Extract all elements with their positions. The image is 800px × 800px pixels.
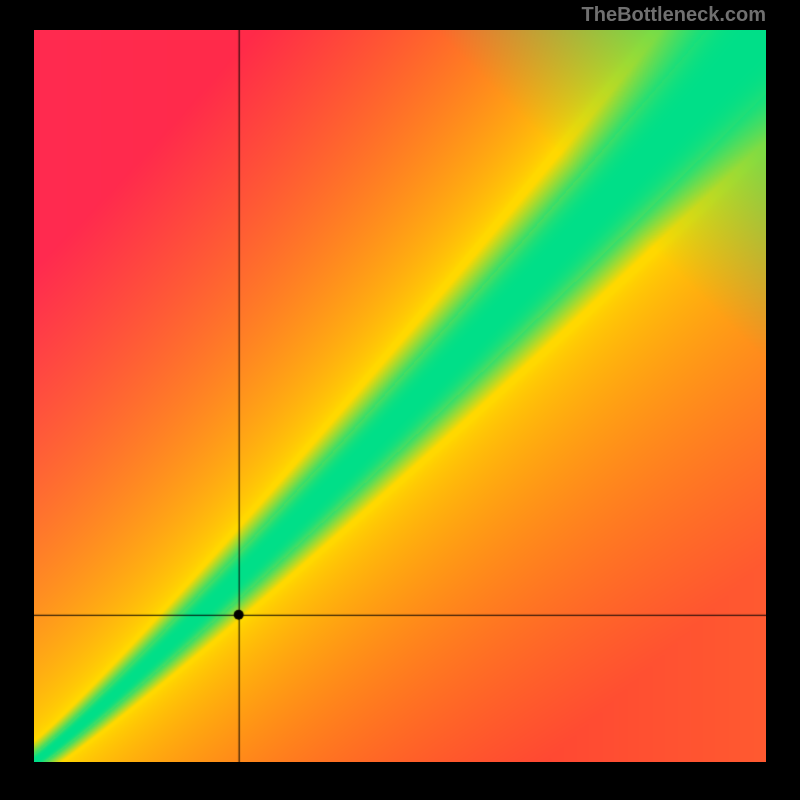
plot-frame — [34, 30, 766, 762]
watermark-text: TheBottleneck.com — [0, 0, 800, 30]
crosshair-overlay — [34, 30, 766, 762]
